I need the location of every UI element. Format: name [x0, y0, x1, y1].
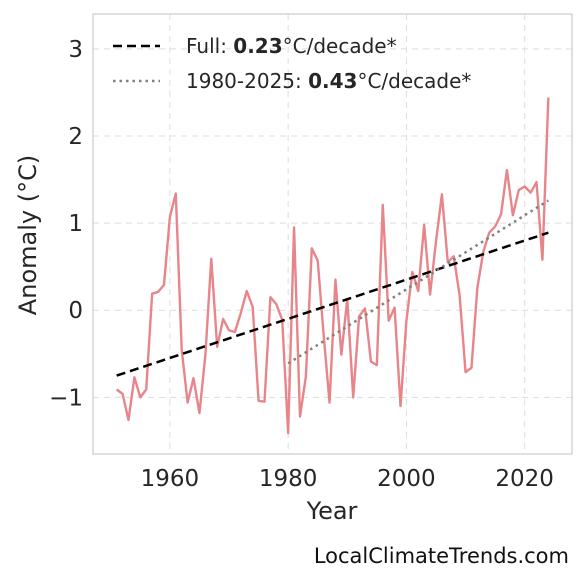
series-line-anomaly — [115, 97, 550, 435]
series-line-trend-full — [116, 231, 549, 377]
series-line-trend-1980 — [287, 199, 550, 365]
series-layer — [115, 97, 550, 435]
site-credit: LocalClimateTrends.com — [313, 544, 569, 568]
legend-entry-1980: 1980-2025: 0.43°C/decade* — [186, 69, 471, 93]
y-tick-label: 1 — [68, 211, 83, 237]
grid — [93, 14, 572, 454]
legend: Full: 0.23°C/decade* 1980-2025: 0.43°C/d… — [113, 34, 471, 93]
x-axis-label: Year — [306, 497, 358, 525]
x-tick-label: 2000 — [377, 466, 436, 492]
plot-frame — [92, 13, 573, 455]
legend-entry-full: Full: 0.23°C/decade* — [186, 34, 397, 58]
y-tick-label: 0 — [68, 298, 83, 324]
y-tick-label: 2 — [68, 124, 83, 150]
y-tick-label: −1 — [49, 385, 83, 411]
x-tick-label: 1980 — [259, 466, 318, 492]
x-tick-label: 2020 — [495, 466, 554, 492]
tick-labels: 1960 1980 2000 2020 3 2 1 0 −1 — [49, 37, 554, 492]
y-tick-label: 3 — [68, 37, 83, 63]
x-tick-label: 1960 — [141, 466, 200, 492]
y-axis-label: Anomaly (°C) — [14, 155, 42, 315]
